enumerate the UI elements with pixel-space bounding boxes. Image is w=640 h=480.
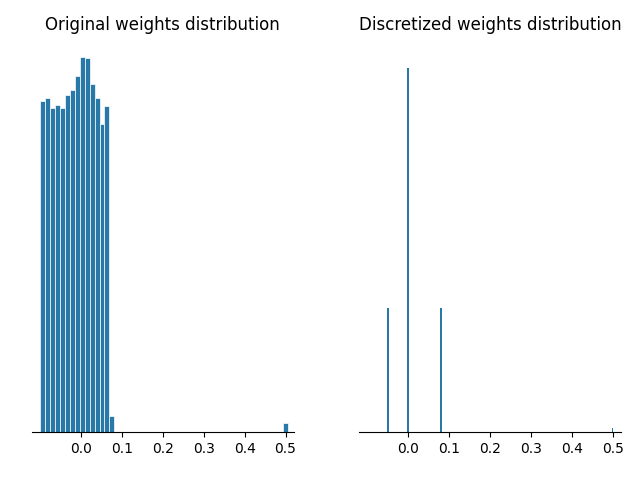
Bar [90,84,95,432]
Bar [75,76,80,432]
Bar [283,423,287,432]
Bar [45,97,50,432]
Bar [387,308,388,432]
Bar [40,101,45,432]
Bar [60,108,65,432]
Bar [84,58,90,432]
Bar [109,416,115,432]
Bar [95,98,100,432]
Bar [65,95,70,432]
Bar [55,105,60,432]
Bar [80,57,84,432]
Bar [100,124,104,432]
Title: Original weights distribution: Original weights distribution [45,16,280,34]
Bar [50,108,55,432]
Bar [70,90,75,432]
Bar [612,428,613,432]
Bar [407,68,409,432]
Bar [104,106,109,432]
Title: Discretized weights distribution: Discretized weights distribution [358,16,621,34]
Bar [440,308,442,432]
